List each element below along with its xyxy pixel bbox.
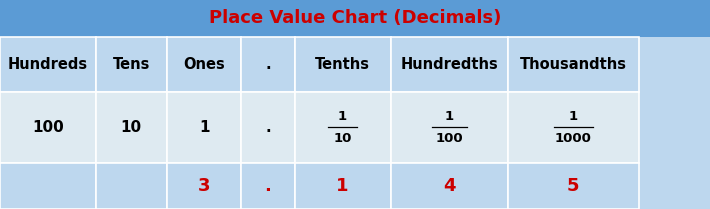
- Text: 1: 1: [337, 177, 349, 195]
- Text: Tens: Tens: [113, 57, 150, 72]
- Text: 1: 1: [338, 110, 347, 123]
- Text: .: .: [266, 120, 271, 135]
- FancyBboxPatch shape: [295, 37, 390, 92]
- Text: 10: 10: [121, 120, 142, 135]
- FancyBboxPatch shape: [0, 92, 96, 163]
- Text: 1: 1: [199, 120, 209, 135]
- FancyBboxPatch shape: [96, 37, 167, 92]
- FancyBboxPatch shape: [0, 163, 96, 209]
- Text: 1: 1: [569, 110, 578, 123]
- Text: 3: 3: [198, 177, 210, 195]
- Text: Hundreds: Hundreds: [8, 57, 88, 72]
- FancyBboxPatch shape: [0, 0, 710, 37]
- Text: 5: 5: [567, 177, 579, 195]
- Text: 4: 4: [443, 177, 455, 195]
- FancyBboxPatch shape: [167, 37, 241, 92]
- FancyBboxPatch shape: [508, 37, 639, 92]
- FancyBboxPatch shape: [391, 163, 508, 209]
- Text: Ones: Ones: [183, 57, 225, 72]
- Text: 1000: 1000: [555, 132, 591, 145]
- FancyBboxPatch shape: [241, 163, 295, 209]
- FancyBboxPatch shape: [508, 92, 639, 163]
- FancyBboxPatch shape: [391, 37, 508, 92]
- FancyBboxPatch shape: [96, 163, 167, 209]
- Text: 1: 1: [444, 110, 454, 123]
- FancyBboxPatch shape: [295, 92, 390, 163]
- FancyBboxPatch shape: [241, 37, 295, 92]
- FancyBboxPatch shape: [295, 163, 390, 209]
- Text: Tenths: Tenths: [315, 57, 370, 72]
- Text: Hundredths: Hundredths: [400, 57, 498, 72]
- Text: Place Value Chart (Decimals): Place Value Chart (Decimals): [209, 9, 501, 27]
- FancyBboxPatch shape: [167, 92, 241, 163]
- Text: 100: 100: [32, 120, 64, 135]
- FancyBboxPatch shape: [167, 163, 241, 209]
- FancyBboxPatch shape: [508, 163, 639, 209]
- Text: .: .: [265, 177, 271, 195]
- FancyBboxPatch shape: [241, 92, 295, 163]
- Text: 10: 10: [334, 132, 351, 145]
- Text: Thousandths: Thousandths: [520, 57, 627, 72]
- Text: .: .: [266, 57, 271, 72]
- FancyBboxPatch shape: [391, 92, 508, 163]
- FancyBboxPatch shape: [0, 37, 96, 92]
- FancyBboxPatch shape: [96, 92, 167, 163]
- Text: 100: 100: [435, 132, 463, 145]
